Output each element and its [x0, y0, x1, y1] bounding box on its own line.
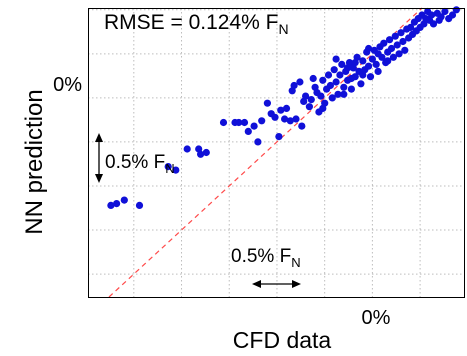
data-point	[397, 29, 405, 37]
plot-frame	[88, 8, 465, 298]
data-point	[401, 46, 409, 54]
data-point	[347, 85, 355, 93]
data-point	[387, 44, 396, 53]
data-point	[332, 78, 340, 86]
data-point	[296, 78, 304, 86]
data-point	[407, 23, 415, 31]
reference-line	[108, 7, 423, 298]
horizontal-scale-label: 0.5% FN	[231, 246, 301, 270]
vertical-scale-label: 0.5% FN	[105, 152, 175, 176]
data-point	[307, 96, 315, 104]
data-point	[107, 201, 115, 209]
data-point	[429, 20, 438, 28]
data-point	[292, 115, 300, 123]
data-point	[244, 127, 252, 135]
data-point	[250, 122, 258, 130]
data-point	[368, 55, 376, 63]
data-point	[183, 145, 191, 153]
data-point	[359, 71, 367, 79]
data-point	[389, 53, 397, 61]
data-point	[202, 148, 210, 157]
rmse-annotation: RMSE = 0.124% FN	[104, 11, 289, 37]
data-point	[395, 50, 403, 58]
data-point	[344, 64, 352, 72]
data-point	[219, 118, 228, 127]
data-point	[309, 74, 317, 83]
data-point	[386, 36, 394, 44]
data-point	[351, 59, 359, 67]
data-point	[393, 41, 401, 49]
data-point	[384, 57, 392, 65]
data-point	[275, 133, 283, 141]
data-point	[347, 74, 355, 83]
data-point	[357, 80, 365, 88]
data-point	[317, 92, 325, 100]
data-point	[399, 37, 407, 46]
data-point	[282, 104, 291, 112]
data-point	[263, 99, 271, 107]
data-point	[135, 201, 144, 209]
data-point	[372, 60, 380, 68]
y-axis-label: NN prediction	[21, 89, 48, 234]
data-point	[338, 60, 346, 68]
data-point	[120, 196, 128, 204]
y-zero-label: 0%	[53, 74, 82, 96]
data-point	[172, 166, 180, 174]
data-point	[391, 32, 399, 40]
data-point	[340, 83, 348, 91]
data-point	[365, 62, 373, 70]
data-point	[326, 81, 334, 90]
rmse-text: RMSE = 0.124% F	[104, 11, 279, 34]
data-point	[258, 117, 266, 125]
data-point	[324, 71, 333, 79]
data-point	[437, 13, 445, 21]
data-point	[281, 115, 289, 123]
data-point	[332, 55, 340, 63]
data-point	[305, 103, 313, 111]
data-point	[319, 104, 327, 112]
data-point	[340, 90, 348, 98]
x-axis-label: CFD data	[233, 327, 332, 353]
data-point	[374, 50, 382, 58]
data-point	[328, 94, 336, 102]
data-point	[336, 71, 344, 79]
data-point	[334, 90, 342, 98]
data-point	[319, 76, 327, 84]
data-point	[366, 73, 375, 81]
data-point	[271, 113, 279, 121]
data-point	[254, 138, 262, 146]
data-point	[286, 117, 294, 125]
data-point	[197, 150, 205, 158]
data-point	[380, 39, 388, 47]
data-point	[290, 81, 298, 90]
horizontal-scale-bar	[252, 280, 301, 288]
data-point	[448, 11, 457, 19]
data-point	[300, 97, 308, 105]
data-points	[107, 6, 460, 209]
data-point	[113, 200, 121, 208]
data-point	[164, 163, 172, 171]
rmse-subscript: N	[279, 21, 289, 37]
data-point	[235, 118, 243, 127]
x-zero-label: 0%	[362, 307, 391, 329]
data-point	[298, 122, 306, 130]
data-point	[452, 6, 460, 14]
vertical-scale-bar	[95, 133, 103, 183]
data-point	[428, 11, 436, 19]
data-point	[441, 7, 449, 16]
data-point	[330, 66, 338, 74]
data-point	[240, 118, 249, 127]
data-point	[359, 57, 367, 65]
data-point	[374, 67, 382, 75]
data-point	[365, 44, 373, 53]
data-point	[277, 106, 285, 114]
